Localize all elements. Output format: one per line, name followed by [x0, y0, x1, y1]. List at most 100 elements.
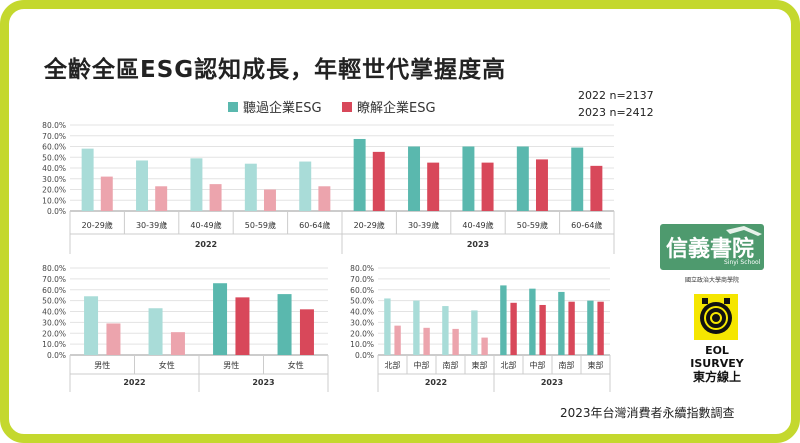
group-year-label: 2023	[541, 378, 563, 387]
sample-size-2022: 2022 n=2137	[578, 89, 654, 102]
bar-know	[318, 186, 331, 211]
category-label: 40-49歲	[462, 220, 493, 230]
y-tick-label: 40.0%	[42, 308, 66, 317]
group-year-label: 2022	[425, 378, 447, 387]
legend-swatch-know	[342, 101, 352, 112]
bar-know	[539, 304, 546, 355]
category-label: 女性	[159, 360, 175, 370]
bar-know	[423, 327, 430, 355]
bar-know	[235, 297, 250, 355]
bar-heard	[299, 161, 312, 211]
category-label: 北部	[385, 360, 401, 370]
category-label: 男性	[94, 360, 110, 370]
bar-know	[481, 162, 494, 211]
category-label: 60-64歲	[299, 220, 330, 230]
bar-heard	[471, 310, 478, 355]
bar-heard	[148, 308, 163, 355]
bar-know	[394, 325, 401, 355]
bar-know	[100, 176, 113, 211]
y-tick-label: 30.0%	[42, 318, 66, 327]
y-tick-label: 80.0%	[42, 264, 66, 273]
group-year-label: 2022	[195, 240, 217, 249]
page-title: 全齡全區ESG認知成長，年輕世代掌握度高	[44, 57, 507, 83]
category-label: 南部	[559, 360, 575, 370]
bar-know	[299, 309, 314, 355]
category-label: 女性	[288, 360, 304, 370]
category-label: 中部	[530, 360, 546, 370]
category-label: 20-29歲	[82, 220, 113, 230]
y-tick-label: 30.0%	[350, 318, 374, 327]
bar-heard	[384, 298, 391, 355]
category-label: 男性	[223, 360, 239, 370]
bar-heard	[587, 300, 594, 355]
eol-logo-line2: ISURVEY	[690, 357, 744, 370]
y-tick-label: 50.0%	[350, 297, 374, 306]
xinyi-school-logo: 信義書院 Sinyi School 國立政治大學商學院	[660, 224, 764, 284]
category-label: 40-49歲	[190, 220, 221, 230]
y-tick-label: 60.0%	[42, 286, 66, 295]
y-tick-label: 0.0%	[355, 351, 374, 360]
bar-heard	[413, 300, 420, 355]
category-label: 南部	[443, 360, 459, 370]
bar-know	[427, 162, 440, 211]
eol-logo-line1: EOL	[705, 344, 729, 357]
y-tick-label: 50.0%	[42, 153, 66, 162]
eol-logo-line3: 東方線上	[693, 369, 741, 384]
y-tick-label: 10.0%	[350, 340, 374, 349]
bar-know	[568, 301, 575, 355]
y-tick-label: 30.0%	[42, 175, 66, 184]
bar-heard	[277, 294, 292, 355]
y-tick-label: 10.0%	[42, 196, 66, 205]
category-label: 60-64歲	[571, 220, 602, 230]
y-tick-label: 80.0%	[42, 121, 66, 130]
xinyi-logo-subtitle: 國立政治大學商學院	[685, 276, 739, 284]
category-label: 中部	[414, 360, 430, 370]
group-year-label: 2023	[252, 378, 274, 387]
bar-know	[597, 301, 604, 355]
category-label: 北部	[501, 360, 517, 370]
category-label: 50-59歲	[245, 220, 276, 230]
bar-know	[155, 186, 168, 211]
bar-heard	[213, 283, 228, 355]
bar-know	[510, 302, 517, 355]
y-tick-label: 70.0%	[42, 275, 66, 284]
bar-know	[590, 165, 603, 211]
eol-isurvey-logo: EOL ISURVEY 東方線上	[690, 294, 745, 384]
category-label: 30-39歲	[408, 220, 439, 230]
xinyi-logo-name: 信義書院	[666, 236, 754, 262]
bar-heard	[84, 296, 99, 355]
bar-heard	[516, 146, 529, 211]
bar-know	[535, 159, 548, 211]
y-tick-label: 60.0%	[350, 286, 374, 295]
bar-heard	[353, 138, 366, 211]
y-tick-label: 40.0%	[42, 164, 66, 173]
bar-know	[209, 184, 222, 211]
bar-heard	[529, 288, 536, 355]
bar-know	[372, 151, 385, 211]
legend-label-know: 瞭解企業ESG	[357, 101, 436, 116]
y-tick-label: 50.0%	[42, 297, 66, 306]
bar-heard	[462, 146, 475, 211]
y-tick-label: 20.0%	[42, 186, 66, 195]
bar-know	[481, 337, 488, 355]
group-year-label: 2023	[467, 240, 489, 249]
y-tick-label: 80.0%	[350, 264, 374, 273]
category-label: 東部	[472, 360, 488, 370]
group-year-label: 2022	[123, 378, 145, 387]
legend-swatch-heard	[228, 101, 238, 112]
bar-know	[106, 323, 121, 355]
y-tick-label: 20.0%	[350, 329, 374, 338]
sample-size-2023: 2023 n=2412	[578, 106, 654, 119]
bar-know	[170, 332, 185, 355]
bar-heard	[500, 285, 507, 355]
category-label: 50-59歲	[517, 220, 548, 230]
y-tick-label: 10.0%	[42, 340, 66, 349]
legend-item-heard: 聽過企業ESG	[228, 97, 322, 116]
bar-heard	[244, 163, 257, 211]
bar-heard	[558, 291, 565, 355]
y-tick-label: 60.0%	[42, 143, 66, 152]
category-label: 東部	[588, 360, 604, 370]
bar-heard	[190, 158, 203, 211]
